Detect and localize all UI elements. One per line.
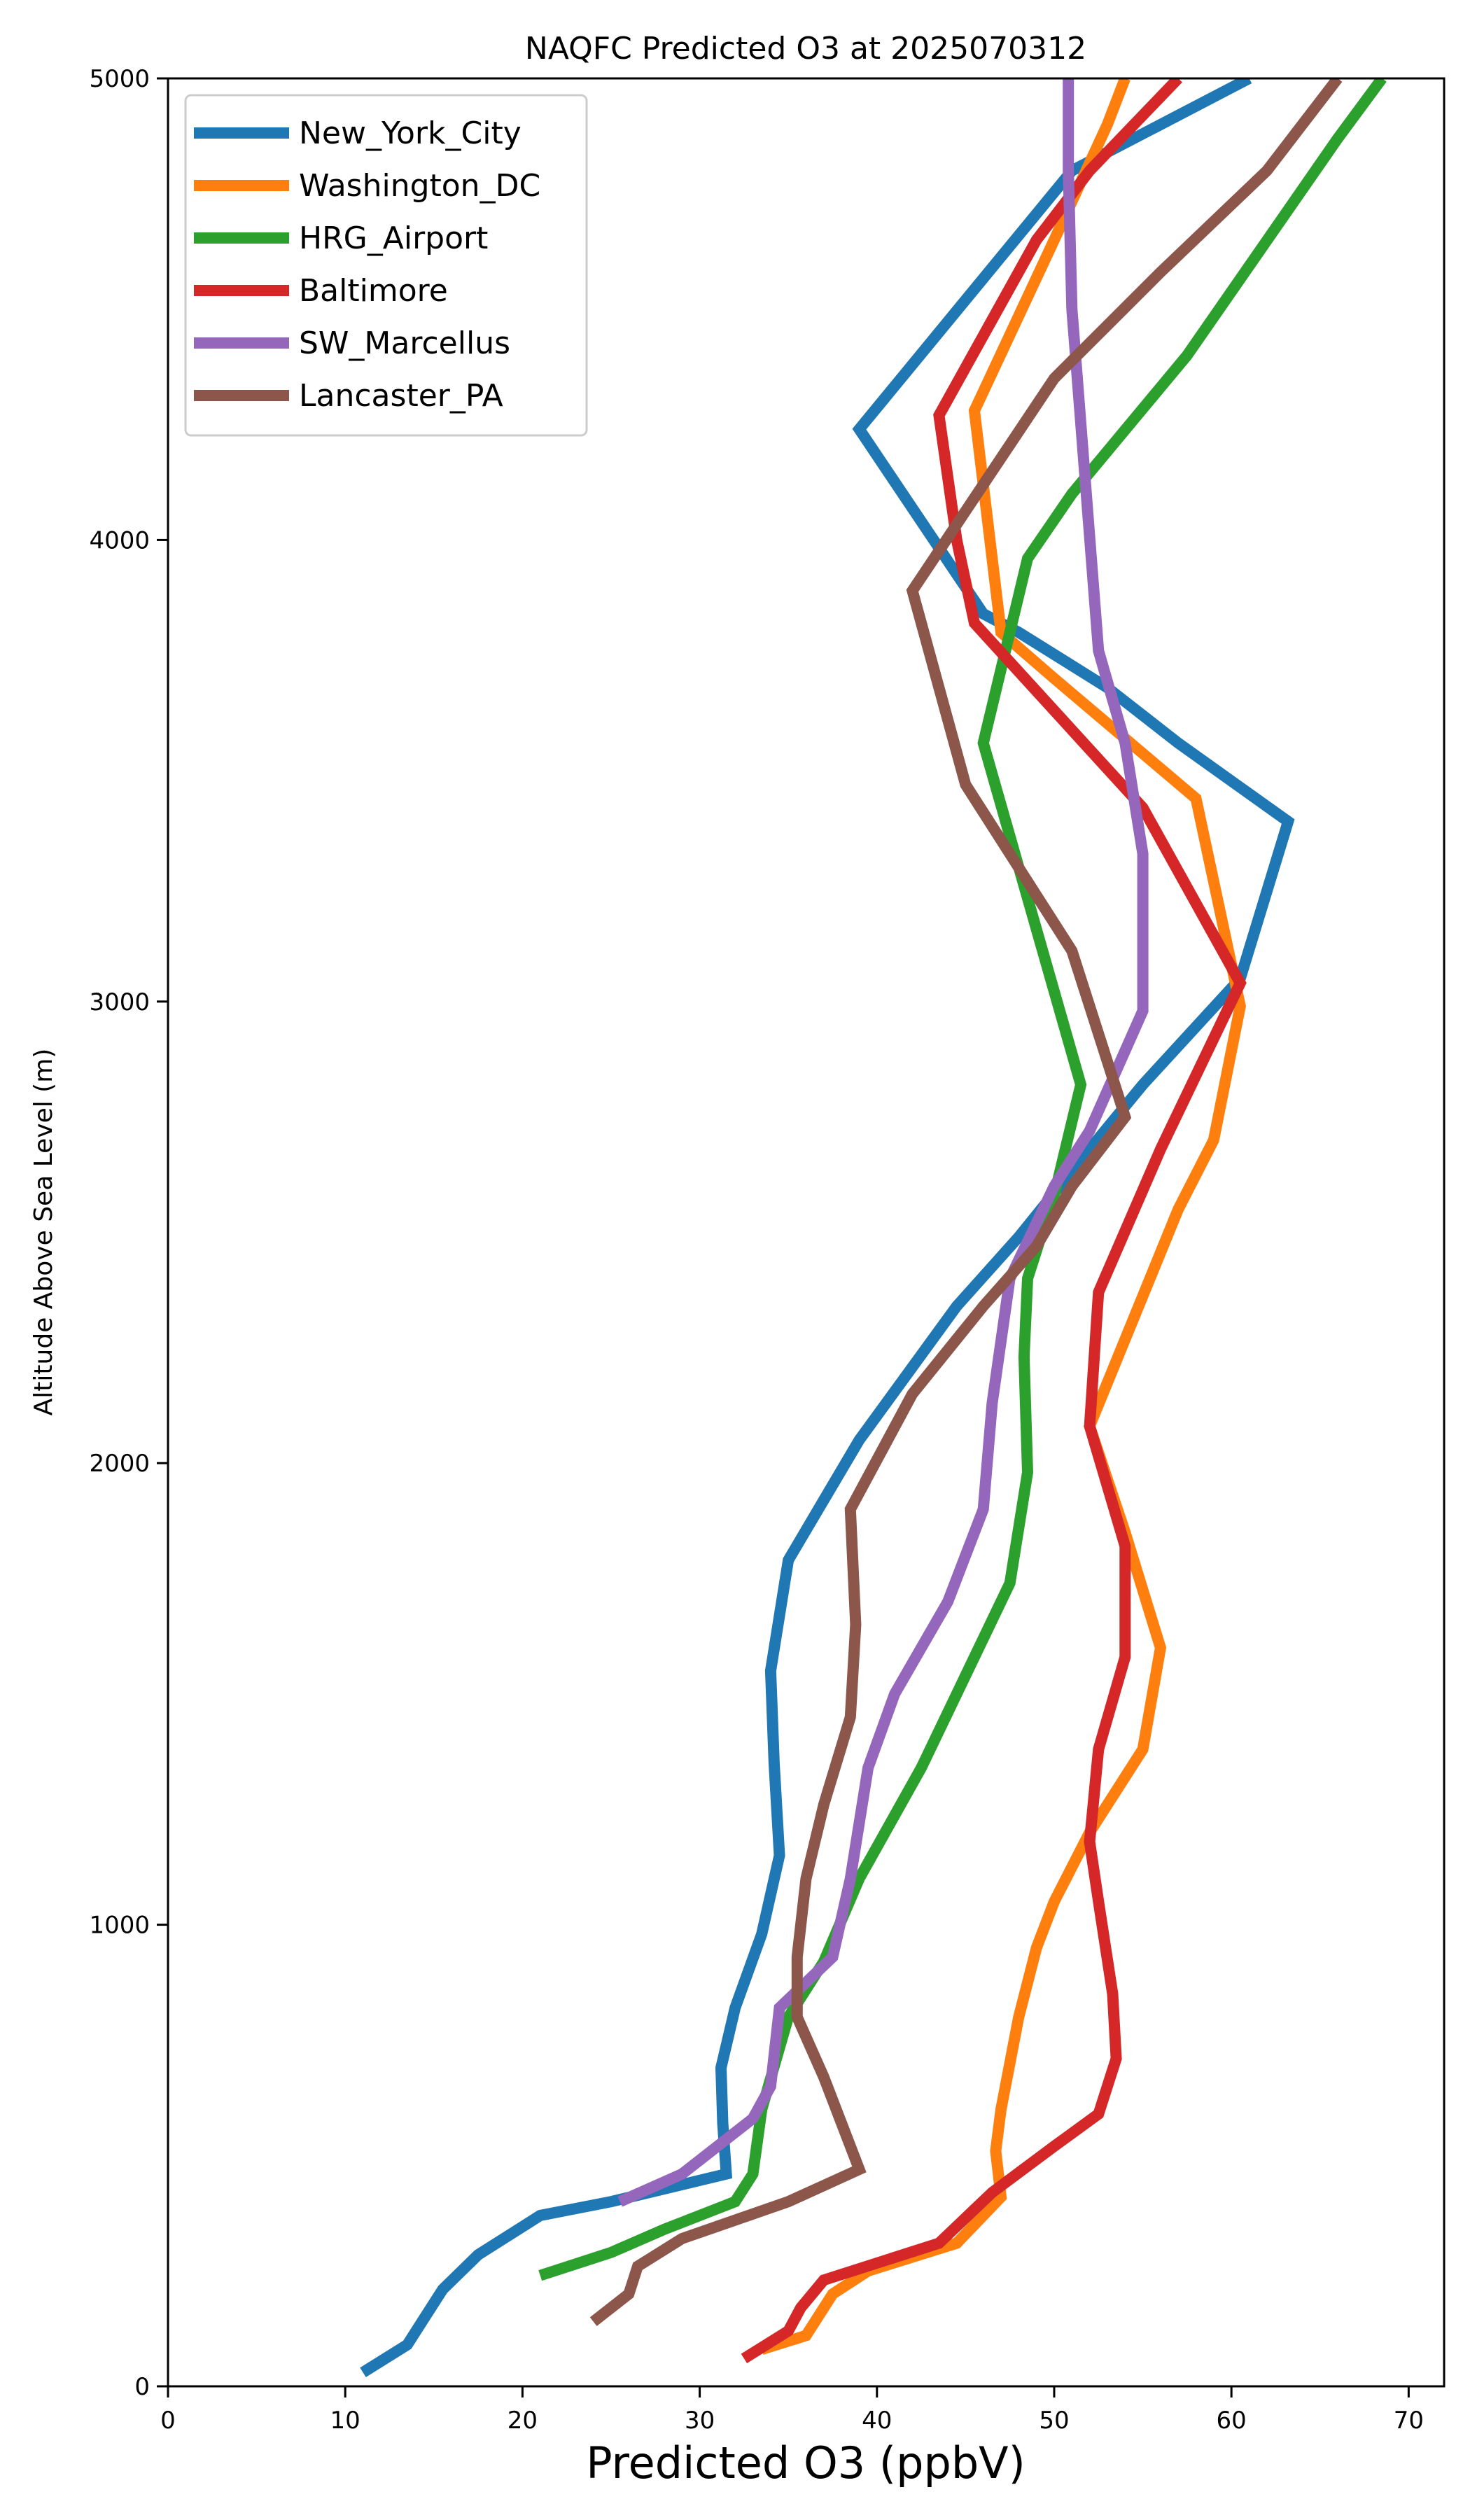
x-axis: 0 10 20 30 40 50 60 70 <box>160 2386 1424 2435</box>
y-tick-label: 0 <box>134 2373 150 2401</box>
x-tick-label: 60 <box>1217 2407 1247 2435</box>
y-axis-label: Altitude Above Sea Level (m) <box>29 1049 58 1416</box>
x-tick-label: 40 <box>862 2407 892 2435</box>
y-tick-label: 2000 <box>89 1450 150 1478</box>
series-line-lancaster-pa <box>589 78 1343 2326</box>
legend-label: HRG_Airport <box>299 220 488 256</box>
x-tick-label: 30 <box>685 2407 715 2435</box>
x-tick-label: 70 <box>1394 2407 1424 2435</box>
legend-label: Lancaster_PA <box>299 378 503 414</box>
series-line-baltimore <box>741 78 1247 2364</box>
x-tick-label: 20 <box>507 2407 538 2435</box>
y-tick-label: 1000 <box>89 1912 150 1940</box>
legend-label: Baltimore <box>299 273 448 309</box>
legend: New_York_City Washington_DC HRG_Airport Bal… <box>184 94 588 437</box>
x-tick-label: 0 <box>160 2407 176 2435</box>
x-tick-label: 50 <box>1039 2407 1069 2435</box>
legend-label: Washington_DC <box>299 168 540 204</box>
y-tick-label: 5000 <box>89 65 150 93</box>
y-tick-label: 4000 <box>89 526 150 554</box>
series-line-hrg-airport <box>538 78 1387 2281</box>
plot-frame <box>167 77 1446 2388</box>
series-line-sw-marcellus <box>617 78 1149 2207</box>
y-tick-label: 3000 <box>89 988 150 1016</box>
y-axis: 0 1000 2000 3000 4000 5000 <box>89 65 168 2401</box>
x-axis-label: Predicted O3 (ppbV) <box>586 2437 1026 2488</box>
series-layer <box>360 78 1387 2377</box>
legend-label: New_York_City <box>299 115 522 151</box>
x-tick-label: 10 <box>330 2407 360 2435</box>
chart-title: NAQFC Predicted O3 at 2025070312 <box>525 31 1086 66</box>
legend-label: SW_Marcellus <box>299 326 510 361</box>
